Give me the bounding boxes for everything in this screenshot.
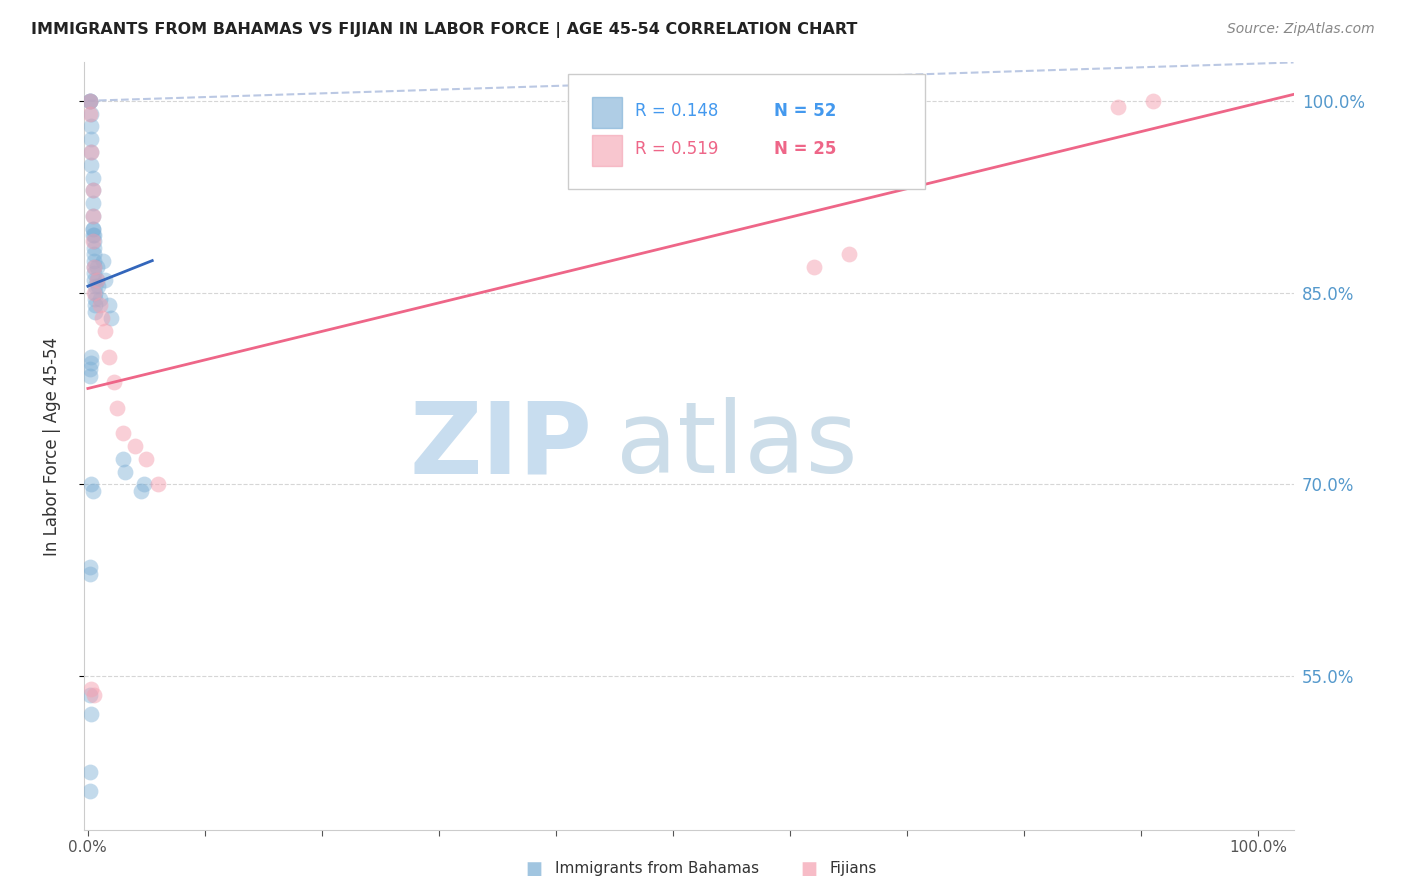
Point (80, 132, 103, 146)
Point (86, 273, 108, 287)
Point (83, 247, 105, 261)
Point (94, 273, 117, 287)
Point (83, 298, 105, 312)
Text: ZIP: ZIP (409, 398, 592, 494)
Point (111, 426, 134, 441)
Point (87, 279, 110, 293)
Point (129, 483, 152, 498)
Point (97, 350, 120, 364)
Point (146, 477, 169, 491)
Point (803, 260, 825, 274)
Text: Immigrants from Bahamas: Immigrants from Bahamas (555, 862, 759, 876)
Text: Fijians: Fijians (830, 862, 877, 876)
Text: Source: ZipAtlas.com: Source: ZipAtlas.com (1227, 22, 1375, 37)
Point (135, 451, 157, 466)
Point (83, 285, 105, 300)
Point (79, 94, 101, 108)
Point (79, 94, 101, 108)
Text: N = 52: N = 52 (773, 102, 837, 120)
Point (79, 566, 101, 581)
Point (83, 260, 105, 274)
Point (80, 145, 103, 159)
Point (83, 241, 105, 255)
Point (103, 375, 125, 389)
Point (80, 120, 103, 134)
Point (79, 688, 101, 702)
Point (111, 451, 134, 466)
Point (97, 298, 120, 312)
Point (1107, 100, 1129, 114)
Point (91, 253, 114, 268)
Point (79, 94, 101, 108)
Point (1142, 94, 1164, 108)
Y-axis label: In Labor Force | Age 45-54: In Labor Force | Age 45-54 (42, 336, 60, 556)
Text: R = 0.519: R = 0.519 (634, 140, 718, 158)
Point (100, 311, 122, 326)
Point (83, 253, 105, 268)
Point (82, 227, 104, 242)
Point (86, 273, 108, 287)
Point (80, 356, 103, 370)
Point (82, 183, 104, 197)
Point (79, 362, 101, 376)
Point (838, 247, 860, 261)
Point (83, 260, 105, 274)
Text: R = 0.148: R = 0.148 (634, 102, 718, 120)
Point (89, 292, 111, 306)
Point (83, 285, 105, 300)
Text: IMMIGRANTS FROM BAHAMAS VS FIJIAN IN LABOR FORCE | AGE 45-54 CORRELATION CHART: IMMIGRANTS FROM BAHAMAS VS FIJIAN IN LAB… (31, 22, 858, 38)
Text: atlas: atlas (616, 398, 858, 494)
Point (82, 235, 104, 249)
Point (83, 266, 105, 280)
Point (132, 477, 155, 491)
Point (79, 560, 101, 574)
Text: ■: ■ (526, 860, 543, 878)
Bar (592, 97, 623, 128)
Point (82, 209, 104, 223)
Point (83, 304, 105, 318)
Point (82, 209, 104, 223)
Point (94, 324, 117, 338)
Point (89, 298, 111, 312)
Point (80, 707, 103, 722)
Point (82, 183, 104, 197)
Point (86, 260, 108, 274)
Point (83, 688, 105, 702)
Point (83, 279, 105, 293)
Point (80, 158, 103, 172)
Point (83, 292, 105, 306)
Point (83, 227, 105, 242)
Point (79, 784, 101, 798)
Point (79, 764, 101, 780)
Text: N = 25: N = 25 (773, 140, 837, 158)
Point (79, 106, 101, 120)
Point (83, 273, 105, 287)
Point (82, 483, 104, 498)
Point (79, 94, 101, 108)
Point (82, 221, 104, 235)
Point (82, 170, 104, 185)
Bar (592, 136, 623, 166)
Point (80, 145, 103, 159)
Point (80, 106, 103, 120)
Point (80, 681, 103, 696)
Point (80, 477, 103, 491)
Point (83, 235, 105, 249)
Point (79, 368, 101, 383)
Point (80, 350, 103, 364)
Point (82, 196, 104, 211)
Text: ■: ■ (800, 860, 817, 878)
FancyBboxPatch shape (568, 74, 925, 189)
Point (124, 439, 146, 453)
Point (114, 465, 136, 479)
Point (82, 221, 104, 235)
Point (90, 311, 112, 326)
Point (105, 401, 128, 415)
